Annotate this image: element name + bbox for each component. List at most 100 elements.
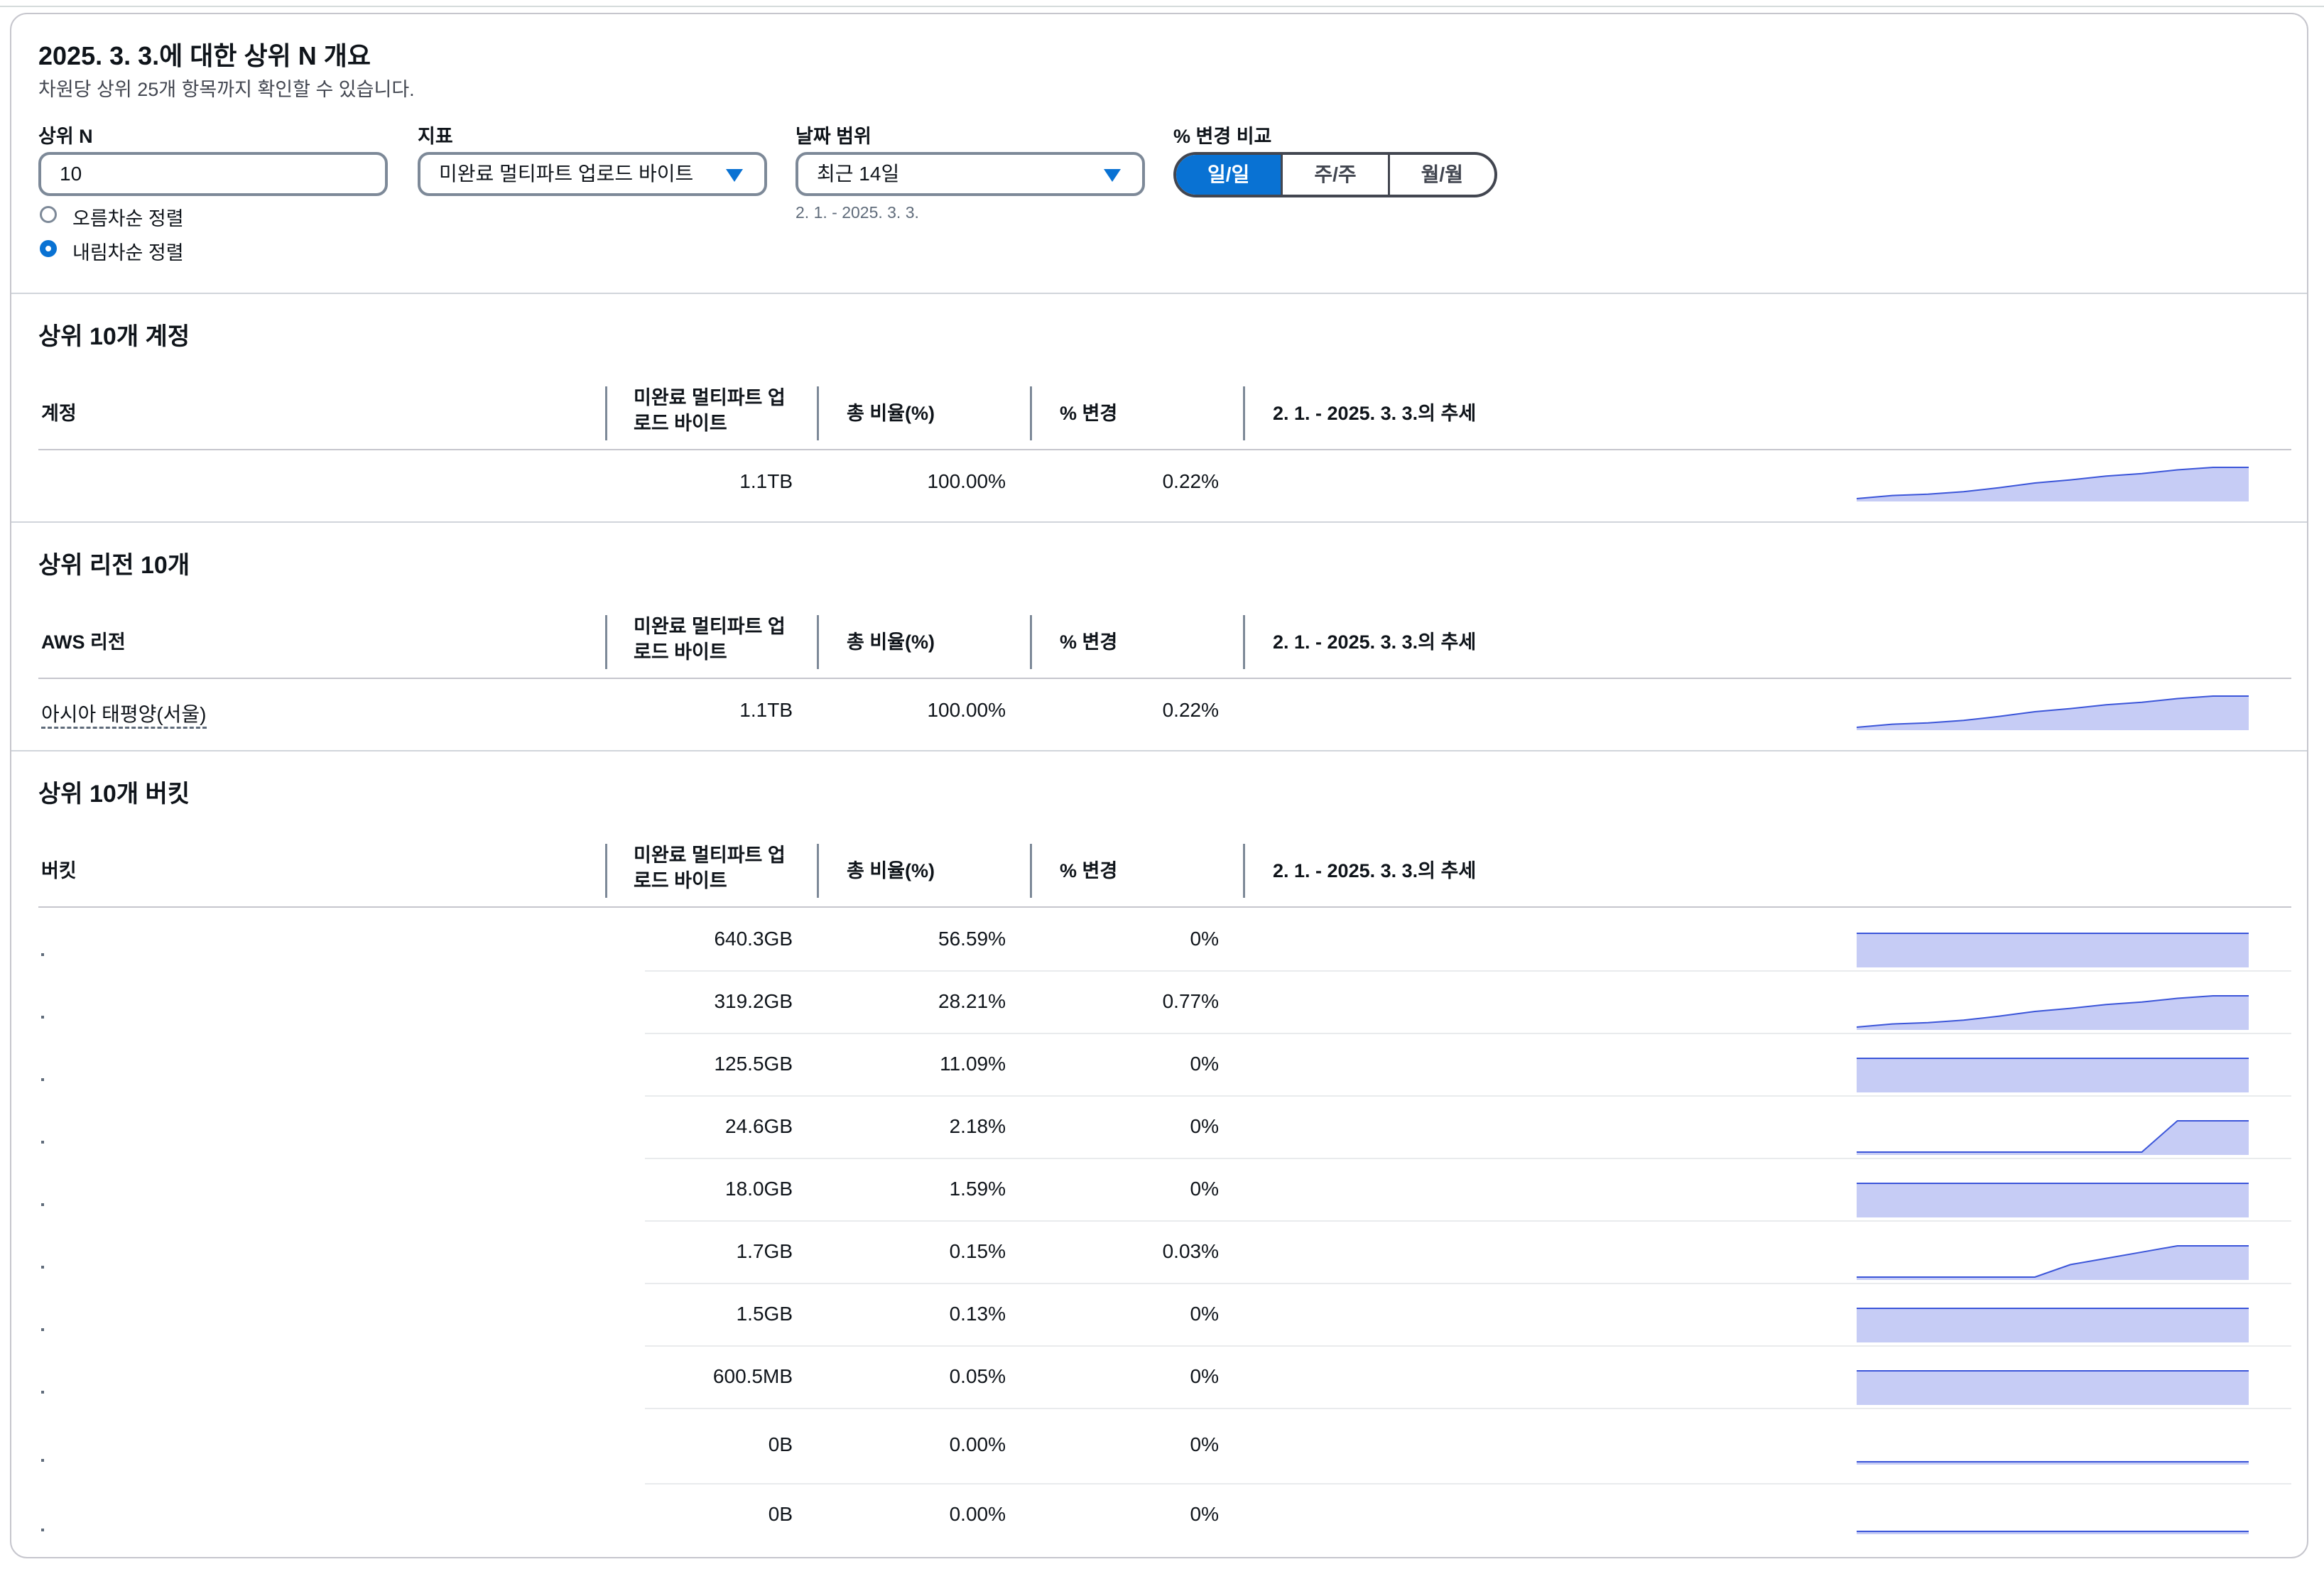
row-share: 0.05%	[949, 1365, 1006, 1387]
row-change: 0%	[1190, 1365, 1219, 1387]
column-header-change[interactable]: % 변경	[1060, 860, 1118, 881]
redacted-bucket-name[interactable]	[41, 1078, 44, 1081]
column-separator	[1243, 615, 1245, 669]
trend-area	[1857, 996, 2249, 1030]
row-change: 0%	[1190, 1178, 1219, 1200]
trend-sparkline	[1857, 933, 2249, 967]
regions-section-title: 상위 리전 10개	[38, 552, 190, 579]
row-divider	[645, 1158, 2291, 1159]
trend-sparkline	[1857, 1120, 2249, 1155]
trend-sparkline	[1857, 995, 2249, 1030]
trend-line	[1857, 995, 2249, 1028]
column-separator	[605, 386, 607, 440]
metric-label: 지표	[418, 126, 453, 147]
top-n-input[interactable]: 10	[38, 152, 388, 196]
table-header-rule	[38, 678, 2291, 679]
trend-area	[1857, 1121, 2249, 1155]
column-header-bucket[interactable]: 버킷	[41, 860, 77, 881]
compare-day-button[interactable]: 일/일	[1176, 155, 1281, 195]
row-divider	[645, 1095, 2291, 1097]
sort-descending-label[interactable]: 내림차순 정렬	[72, 242, 184, 264]
trend-sparkline	[1857, 467, 2249, 501]
row-share: 0.00%	[949, 1433, 1006, 1455]
redacted-bucket-name[interactable]	[41, 953, 44, 956]
trend-sparkline	[1857, 1245, 2249, 1280]
trend-area	[1857, 696, 2249, 730]
column-separator	[1030, 844, 1032, 898]
row-change: 0.03%	[1162, 1240, 1219, 1262]
trend-sparkline	[1857, 1058, 2249, 1092]
row-share: 0.00%	[949, 1503, 1006, 1525]
compare-month-button[interactable]: 월/월	[1387, 155, 1494, 195]
compare-week-button[interactable]: 주/주	[1281, 155, 1387, 195]
row-bytes: 640.3GB	[714, 928, 793, 950]
row-change: 0%	[1190, 1433, 1219, 1455]
column-separator	[817, 844, 819, 898]
row-bytes: 319.2GB	[714, 990, 793, 1012]
date-range-select[interactable]: 최근 14일	[796, 152, 1145, 196]
metric-select-value: 미완료 멀티파트 업로드 바이트	[439, 163, 694, 185]
page-title: 2025. 3. 3.에 대한 상위 N 개요	[38, 41, 371, 70]
column-header-bytes[interactable]: 미완료 멀티파트 업 로드 바이트	[634, 387, 786, 434]
column-separator	[817, 615, 819, 669]
row-divider	[645, 1483, 2291, 1485]
sort-descending-radio[interactable]	[40, 240, 57, 257]
trend-sparkline	[1857, 695, 2249, 730]
sort-ascending-radio[interactable]	[40, 206, 57, 223]
redacted-bucket-name[interactable]	[41, 1459, 44, 1462]
column-header-bytes[interactable]: 미완료 멀티파트 업 로드 바이트	[634, 845, 786, 891]
top-n-overview-panel: 2025. 3. 3.에 대한 상위 N 개요 차원당 상위 25개 항목까지 …	[10, 13, 2308, 1558]
column-header-share[interactable]: 총 비율(%)	[847, 631, 935, 653]
column-header-bytes[interactable]: 미완료 멀티파트 업 로드 바이트	[634, 616, 786, 663]
trend-line	[1857, 695, 2249, 728]
row-bytes: 600.5MB	[712, 1365, 793, 1387]
row-share: 100.00%	[927, 470, 1006, 492]
sort-ascending-label[interactable]: 오름차순 정렬	[72, 208, 184, 229]
row-change: 0%	[1190, 1115, 1219, 1137]
section-divider	[11, 521, 2307, 523]
redacted-bucket-name[interactable]	[41, 1203, 44, 1206]
column-separator	[605, 844, 607, 898]
redacted-bucket-name[interactable]	[41, 1141, 44, 1144]
metric-select[interactable]: 미완료 멀티파트 업로드 바이트	[418, 152, 767, 196]
row-change: 0%	[1190, 1303, 1219, 1325]
region-name[interactable]: 아시아 태평양(서울)	[41, 703, 207, 729]
date-range-hint: 2. 1. - 2025. 3. 3.	[796, 203, 919, 222]
redacted-bucket-name[interactable]	[41, 1529, 44, 1531]
section-divider	[11, 750, 2307, 751]
row-share: 1.59%	[949, 1178, 1006, 1200]
row-bytes: 18.0GB	[725, 1178, 793, 1200]
column-header-change[interactable]: % 변경	[1060, 403, 1118, 424]
trend-line	[1857, 1120, 2249, 1153]
redacted-bucket-name[interactable]	[41, 1391, 44, 1394]
column-header-region[interactable]: AWS 리전	[41, 631, 126, 653]
column-header-share[interactable]: 총 비율(%)	[847, 403, 935, 424]
section-divider	[11, 293, 2307, 294]
trend-area	[1857, 1246, 2249, 1280]
trend-sparkline	[1857, 1461, 2249, 1465]
redacted-bucket-name[interactable]	[41, 1328, 44, 1331]
row-divider	[645, 970, 2291, 972]
row-change: 0%	[1190, 1503, 1219, 1525]
row-bytes: 1.1TB	[739, 699, 793, 721]
column-header-trend: 2. 1. - 2025. 3. 3.의 추세	[1273, 860, 1477, 881]
column-header-account[interactable]: 계정	[41, 403, 77, 424]
row-share: 100.00%	[927, 699, 1006, 721]
column-separator	[1243, 386, 1245, 440]
column-separator	[1030, 615, 1032, 669]
column-header-trend: 2. 1. - 2025. 3. 3.의 추세	[1273, 403, 1477, 424]
row-bytes: 1.7GB	[736, 1240, 793, 1262]
trend-sparkline	[1857, 1308, 2249, 1342]
top-border	[0, 0, 2324, 7]
row-share: 56.59%	[938, 928, 1006, 950]
column-header-change[interactable]: % 변경	[1060, 631, 1118, 653]
row-change: 0%	[1190, 928, 1219, 950]
trend-line	[1857, 467, 2249, 499]
region-name-link[interactable]: 아시아 태평양(서울)	[41, 699, 207, 729]
row-divider	[645, 1033, 2291, 1034]
column-header-share[interactable]: 총 비율(%)	[847, 860, 935, 881]
redacted-bucket-name[interactable]	[41, 1016, 44, 1019]
row-change: 0.22%	[1162, 470, 1219, 492]
redacted-bucket-name[interactable]	[41, 1266, 44, 1269]
